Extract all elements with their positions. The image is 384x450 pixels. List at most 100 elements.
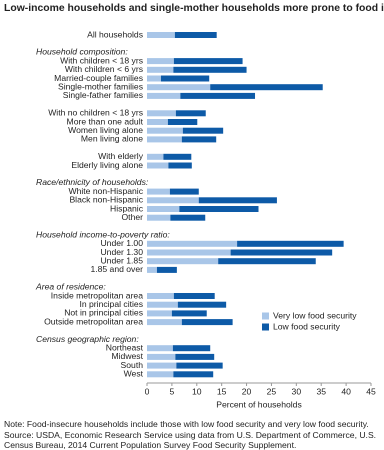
bar-segment (147, 32, 175, 38)
category-label: South (121, 360, 144, 370)
bar-segment (169, 188, 199, 195)
bar-segment (182, 127, 224, 134)
category-label: Northeast (106, 342, 144, 352)
bar-segment (218, 258, 316, 265)
category-label: Midwest (111, 351, 143, 361)
category-label: All households (87, 29, 143, 39)
bar-segment (147, 153, 164, 160)
bar-segment (147, 197, 199, 204)
bar-segment (147, 240, 238, 247)
bar-segment (147, 206, 180, 212)
bar-segment (147, 301, 178, 308)
category-label: With elderly (98, 151, 144, 161)
bar-segment (147, 162, 169, 169)
bar-segment (177, 301, 227, 308)
bar-segment (172, 345, 211, 352)
bar-segment (173, 371, 214, 378)
x-tick-label: 45 (366, 386, 376, 396)
bar-segment (174, 32, 217, 38)
bar-segment (179, 206, 259, 212)
x-tick-label: 35 (316, 386, 326, 396)
category-label: West (124, 369, 144, 379)
x-tick-label: 40 (341, 386, 351, 396)
bar-segment (175, 353, 215, 360)
bar-segment (147, 75, 161, 82)
section-title: Household composition: (36, 47, 128, 57)
category-label: In principal cities (79, 299, 143, 309)
bar-segment (156, 266, 177, 273)
section-title: Census geographic region: (36, 334, 139, 344)
note: Note: Food-insecure households include t… (4, 419, 369, 429)
category-label: Inside metropolitan area (51, 290, 143, 300)
bar-segment (168, 162, 192, 169)
x-tick-label: 15 (217, 386, 227, 396)
bar-segment (160, 75, 210, 82)
bar-segment (147, 371, 174, 378)
bar-segment (147, 214, 171, 221)
category-label: With children < 6 yrs (65, 64, 143, 74)
bar-segment (180, 92, 256, 99)
legend-swatch (262, 323, 269, 331)
category-label: Single-father families (63, 90, 143, 100)
category-label: More than one adult (67, 116, 144, 126)
bar-segment (147, 188, 170, 195)
bar-segment (181, 319, 233, 326)
bar-segment (147, 293, 174, 299)
bar-segment (147, 66, 174, 73)
bar-segment (176, 362, 223, 369)
category-label: 1.85 and over (90, 264, 143, 274)
x-tick-label: 20 (242, 386, 252, 396)
category-label: Hispanic (110, 203, 144, 213)
bar-segment (147, 353, 176, 360)
bar-segment (147, 110, 176, 117)
x-tick-label: 10 (192, 386, 202, 396)
chart-title: Low-income households and single-mother … (4, 3, 384, 14)
legend-swatch (262, 312, 269, 320)
bar-segment (147, 127, 183, 134)
bar-segment (173, 58, 243, 65)
bar-segment (147, 136, 182, 143)
x-tick-label: 0 (145, 386, 150, 396)
bar-segment (147, 362, 177, 369)
category-label: Under 1.00 (100, 238, 143, 248)
category-label: Other (122, 212, 144, 222)
category-label: Women living alone (68, 125, 143, 135)
category-label: With no children < 18 yrs (48, 108, 143, 118)
bar-segment (147, 249, 231, 256)
category-label: Elderly living alone (71, 160, 143, 170)
category-label: Not in principal cities (64, 308, 143, 318)
bar-segment (170, 214, 206, 221)
bar-segment (171, 310, 207, 317)
category-label: White non-Hispanic (68, 186, 143, 196)
bar-segment (147, 58, 174, 65)
bar-segment (147, 266, 157, 273)
x-axis-label: Percent of households (216, 399, 302, 409)
bar-segment (147, 345, 173, 352)
section-title: Household income-to-poverty ratio: (36, 229, 170, 239)
bar-segment (230, 249, 333, 256)
category-label: With children < 18 yrs (60, 55, 143, 65)
bar-segment (163, 153, 192, 160)
source: Source: USDA, Economic Research Service … (4, 429, 377, 450)
category-label: Men living alone (81, 134, 143, 144)
legend-label: Low food security (273, 321, 341, 331)
section-title: Area of residence: (35, 282, 106, 292)
category-label: Black non-Hispanic (69, 195, 143, 205)
x-tick-label: 30 (292, 386, 302, 396)
category-label: Married-couple families (54, 73, 143, 83)
bar-segment (167, 119, 198, 125)
legend-label: Very low food security (273, 310, 357, 320)
bar-segment (147, 310, 172, 317)
bar-segment (147, 258, 219, 265)
category-label: Under 1.30 (100, 247, 143, 257)
category-label: Under 1.85 (100, 255, 143, 265)
bar-segment (210, 84, 323, 91)
bar-segment (181, 136, 217, 143)
bar-segment (175, 110, 206, 117)
bar-segment (198, 197, 277, 204)
bar-segment (173, 293, 215, 299)
bar-segment (147, 84, 211, 91)
bar-segment (147, 92, 181, 99)
footnote: Note: Food-insecure households include t… (4, 419, 382, 450)
bar-segment (237, 240, 344, 247)
